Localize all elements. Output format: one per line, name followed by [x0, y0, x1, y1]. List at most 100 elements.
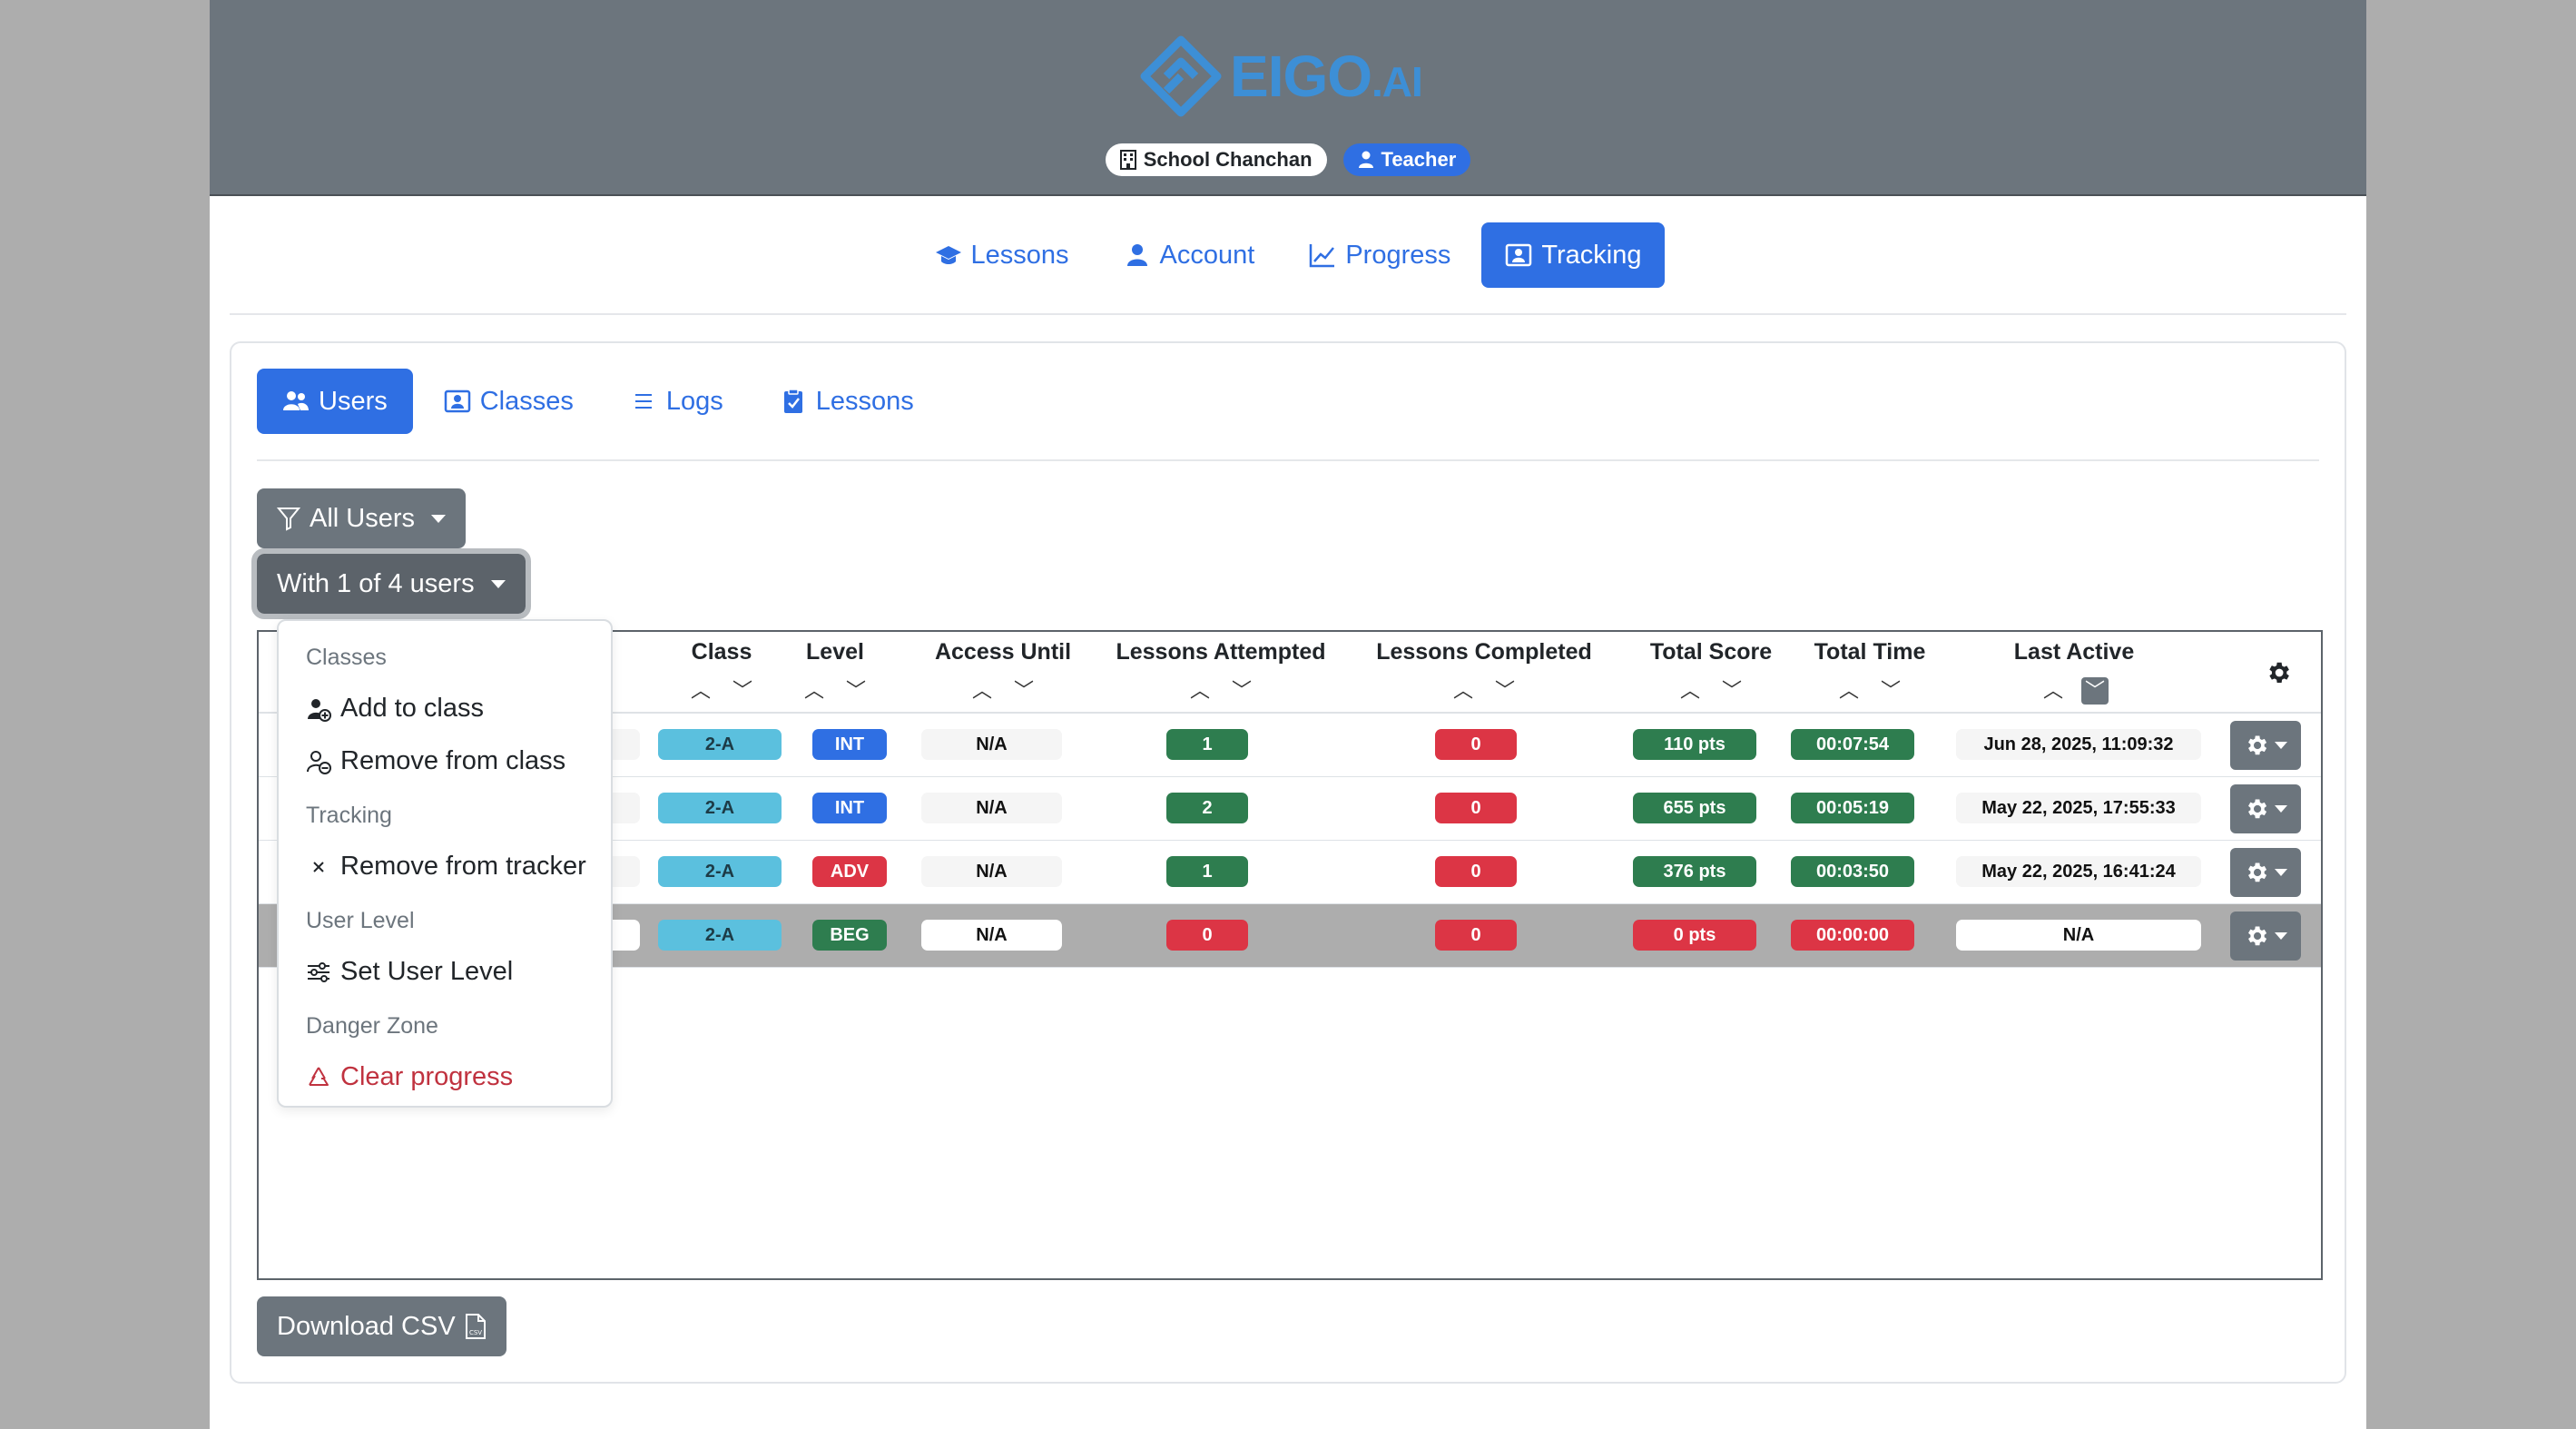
nav-tracking-label: Tracking — [1541, 240, 1642, 270]
sort-asc-icon[interactable]: ︿ — [1452, 679, 1473, 702]
tab-lessons[interactable]: Lessons — [754, 369, 939, 434]
sort-asc-icon[interactable]: ︿ — [690, 679, 711, 702]
gear-icon[interactable] — [2265, 659, 2292, 686]
subnav-divider — [257, 459, 2319, 461]
menu-item-add-to-class[interactable]: Add to class — [306, 694, 484, 724]
sort-desc-icon[interactable]: ﹀ — [1231, 679, 1252, 702]
people-icon — [283, 391, 309, 410]
cell-access-until: N/A — [921, 729, 1062, 760]
building-icon — [1119, 150, 1136, 170]
col-lessons-completed: Lessons Completed — [1376, 639, 1592, 665]
cell-class: 2-A — [658, 920, 782, 951]
row-settings-button[interactable] — [2230, 912, 2301, 961]
sort-desc-icon[interactable]: ﹀ — [732, 679, 752, 702]
menu-header-user-level: User Level — [306, 908, 415, 933]
table-row[interactable]: 2-A INT N/A 2 0 655 pts 00:05:19 May 22,… — [259, 777, 2321, 841]
clipboard-check-icon — [783, 389, 802, 413]
logo-mark-icon — [1140, 35, 1222, 117]
chevron-down-icon — [2275, 805, 2287, 813]
tab-users[interactable]: Users — [257, 369, 413, 434]
cell-total-score: 110 pts — [1633, 729, 1756, 760]
tab-classes[interactable]: Classes — [418, 369, 599, 434]
all-users-label: All Users — [310, 503, 416, 533]
menu-item-clear-progress-label: Clear progress — [340, 1062, 514, 1091]
csv-file-icon: CSV — [465, 1314, 486, 1339]
cell-lessons-attempted: 2 — [1166, 793, 1248, 823]
nav-progress-label: Progress — [1345, 240, 1451, 270]
person-badge-icon — [444, 389, 470, 413]
bulk-actions-label: With 1 of 4 users — [277, 568, 475, 598]
sort-desc-icon[interactable]: ﹀ — [1013, 679, 1034, 702]
nav-account[interactable]: Account — [1100, 222, 1279, 288]
cell-last-active: N/A — [1956, 920, 2201, 951]
sort-asc-icon[interactable]: ︿ — [1838, 679, 1859, 702]
sort-asc-icon[interactable]: ︿ — [803, 679, 824, 702]
col-level: Level — [806, 639, 864, 665]
cell-last-active: May 22, 2025, 17:55:33 — [1956, 793, 2201, 823]
app-window: EIGO.AI School Chanchan Teacher — [210, 0, 2366, 1429]
menu-item-add-to-class-label: Add to class — [340, 694, 484, 723]
filter-icon — [277, 508, 300, 531]
row-settings-button[interactable] — [2230, 848, 2301, 897]
gear-icon — [2248, 926, 2267, 946]
sub-nav: Users Classes Logs Lessons — [257, 369, 939, 434]
person-icon — [1358, 151, 1373, 168]
chevron-down-icon — [490, 579, 506, 588]
sliders-icon — [308, 961, 329, 982]
menu-item-remove-from-tracker[interactable]: Remove from tracker — [306, 852, 586, 882]
menu-header-classes: Classes — [306, 645, 387, 670]
cell-level: INT — [812, 793, 887, 823]
row-settings-button[interactable] — [2230, 721, 2301, 770]
person-icon — [1126, 244, 1147, 266]
person-add-icon — [308, 698, 331, 722]
cell-lessons-attempted: 1 — [1166, 729, 1248, 760]
menu-item-remove-from-class[interactable]: Remove from class — [306, 746, 565, 776]
menu-item-set-user-level-label: Set User Level — [340, 957, 514, 986]
row-settings-button[interactable] — [2230, 784, 2301, 833]
nav-progress[interactable]: Progress — [1285, 222, 1474, 288]
bulk-actions-dropdown[interactable]: With 1 of 4 users — [251, 548, 531, 619]
download-csv-button[interactable]: Download CSV CSV — [257, 1296, 506, 1356]
sort-desc-icon[interactable]: ﹀ — [1721, 679, 1742, 702]
list-icon — [634, 394, 652, 409]
role-name: Teacher — [1381, 148, 1457, 171]
sort-desc-icon[interactable]: ﹀ — [2081, 677, 2109, 705]
tab-logs[interactable]: Logs — [605, 369, 749, 434]
nav-lessons[interactable]: Lessons — [911, 222, 1093, 288]
sort-asc-icon[interactable]: ︿ — [1189, 679, 1210, 702]
download-csv-label: Download CSV — [277, 1311, 456, 1341]
sort-asc-icon[interactable]: ︿ — [1679, 679, 1700, 702]
all-users-dropdown[interactable]: All Users — [257, 488, 467, 548]
eigo-logo[interactable]: EIGO.AI — [1139, 31, 1423, 122]
cell-level: BEG — [812, 920, 887, 951]
menu-item-clear-progress[interactable]: Clear progress — [306, 1062, 513, 1092]
sort-desc-icon[interactable]: ﹀ — [1494, 679, 1515, 702]
col-total-time: Total Time — [1814, 639, 1926, 665]
menu-item-set-user-level[interactable]: Set User Level — [306, 957, 513, 987]
cell-last-active: May 22, 2025, 16:41:24 — [1956, 856, 2201, 887]
cell-access-until: N/A — [921, 920, 1062, 951]
sort-asc-icon[interactable]: ︿ — [2042, 679, 2063, 702]
chart-line-icon — [1310, 244, 1335, 268]
sort-asc-icon[interactable]: ︿ — [971, 679, 992, 702]
menu-header-tracking: Tracking — [306, 803, 392, 828]
cell-total-time: 00:05:19 — [1791, 793, 1914, 823]
graduation-cap-icon — [935, 246, 961, 264]
nav-tracking[interactable]: Tracking — [1481, 222, 1666, 288]
table-row[interactable]: 2-A INT N/A 1 0 110 pts 00:07:54 Jun 28,… — [259, 714, 2321, 777]
cell-total-time: 00:00:00 — [1791, 920, 1914, 951]
tab-logs-label: Logs — [665, 386, 723, 416]
tab-classes-label: Classes — [479, 386, 574, 416]
nav-account-label: Account — [1159, 240, 1255, 270]
cell-total-time: 00:03:50 — [1791, 856, 1914, 887]
person-badge-icon — [1506, 243, 1532, 267]
sort-desc-icon[interactable]: ﹀ — [1880, 679, 1901, 702]
chevron-down-icon — [2275, 742, 2287, 749]
col-access-until: Access Until — [934, 639, 1072, 665]
cell-level: ADV — [812, 856, 887, 887]
cell-class: 2-A — [658, 729, 782, 760]
sort-desc-icon[interactable]: ﹀ — [845, 679, 866, 702]
recycle-icon — [309, 1066, 329, 1086]
cell-class: 2-A — [658, 793, 782, 823]
cell-total-score: 376 pts — [1633, 856, 1756, 887]
